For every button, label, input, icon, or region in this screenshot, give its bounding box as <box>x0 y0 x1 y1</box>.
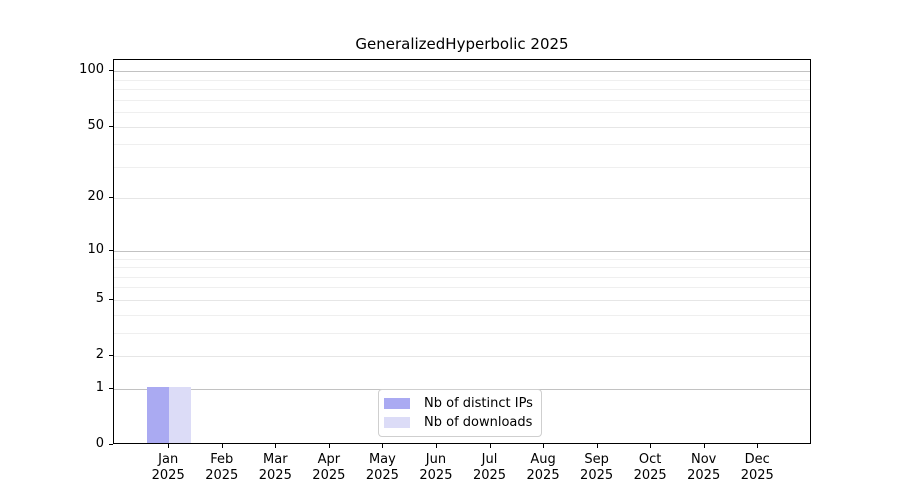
y-tickmark-5 <box>109 298 113 300</box>
x-tick-label-oct: Oct 2025 <box>633 452 667 483</box>
bar-nb-of-distinct-ips-jan <box>147 386 170 443</box>
x-tick-label-jul: Jul 2025 <box>472 452 507 483</box>
x-tick-label-aug: Aug 2025 <box>526 452 560 483</box>
legend-swatch-downloads-icon <box>384 416 410 428</box>
bars-layer <box>114 60 810 443</box>
y-tick-label-1: 1 <box>95 379 104 395</box>
y-tickmark-20 <box>109 197 113 199</box>
gridline-minor-80 <box>114 89 810 91</box>
y-tickmark-2 <box>109 355 113 357</box>
gridline-minor-60 <box>114 112 810 114</box>
x-tickmark-apr <box>328 444 330 448</box>
y-tickmark-100 <box>109 70 113 72</box>
gridline-minor-70 <box>114 99 810 101</box>
gridline-minor-8 <box>114 267 810 269</box>
x-tickmark-sep <box>596 444 598 448</box>
gridline-10 <box>114 250 810 252</box>
y-tickmark-10 <box>109 249 113 251</box>
x-tick-label-may: May 2025 <box>365 452 399 483</box>
y-tick-label-50: 50 <box>87 117 104 133</box>
gridline-minor-3 <box>114 332 810 334</box>
gridline-2 <box>114 356 810 358</box>
legend: Nb of distinct IPs Nb of downloads <box>378 389 542 437</box>
x-tick-label-apr: Apr 2025 <box>312 452 346 483</box>
gridline-minor-4 <box>114 314 810 316</box>
gridline-minor-90 <box>114 79 810 81</box>
x-tickmark-jul <box>489 444 491 448</box>
x-tick-label-sep: Sep 2025 <box>580 452 614 483</box>
legend-label: Nb of downloads <box>424 414 533 430</box>
legend-item-distinct-ips: Nb of distinct IPs <box>384 396 535 411</box>
gridline-50 <box>114 126 810 128</box>
x-tickmark-feb <box>221 444 223 448</box>
gridline-100 <box>114 71 810 73</box>
y-tick-label-100: 100 <box>79 62 104 78</box>
x-tick-label-dec: Dec 2025 <box>740 452 774 483</box>
x-tickmark-nov <box>703 444 705 448</box>
x-tickmark-mar <box>275 444 277 448</box>
y-tick-label-0: 0 <box>95 436 104 451</box>
gridline-20 <box>114 198 810 200</box>
y-tickmark-50 <box>109 125 113 127</box>
bar-nb-of-downloads-jan <box>169 386 192 443</box>
gridline-minor-9 <box>114 258 810 260</box>
gridline-5 <box>114 299 810 301</box>
legend-item-downloads: Nb of downloads <box>384 415 535 430</box>
chart-title: GeneralizedHyperbolic 2025 <box>355 35 569 53</box>
y-tick-label-10: 10 <box>87 241 104 257</box>
x-tick-label-jun: Jun 2025 <box>419 452 453 483</box>
x-tickmark-dec <box>757 444 759 448</box>
x-tickmark-oct <box>650 444 652 448</box>
x-tickmark-jun <box>435 444 437 448</box>
y-tick-label-20: 20 <box>87 189 104 205</box>
plot-area <box>113 59 811 444</box>
x-tickmark-may <box>382 444 384 448</box>
x-tick-label-nov: Nov 2025 <box>687 452 721 483</box>
gridline-minor-30 <box>114 166 810 168</box>
y-tickmark-0 <box>109 444 113 445</box>
legend-label: Nb of distinct IPs <box>424 396 533 412</box>
x-tick-label-feb: Feb 2025 <box>205 452 239 483</box>
y-tick-label-2: 2 <box>95 347 104 363</box>
x-tickmark-aug <box>543 444 545 448</box>
x-tick-label-mar: Mar 2025 <box>258 452 292 483</box>
y-tickmark-1 <box>109 387 113 389</box>
gridline-minor-40 <box>114 144 810 146</box>
legend-swatch-distinct-ips-icon <box>384 398 410 410</box>
gridline-minor-7 <box>114 276 810 278</box>
gridline-minor-6 <box>114 287 810 289</box>
x-tickmark-jan <box>168 444 170 448</box>
x-tick-label-jan: Jan 2025 <box>151 452 185 483</box>
y-tick-label-5: 5 <box>95 290 104 306</box>
